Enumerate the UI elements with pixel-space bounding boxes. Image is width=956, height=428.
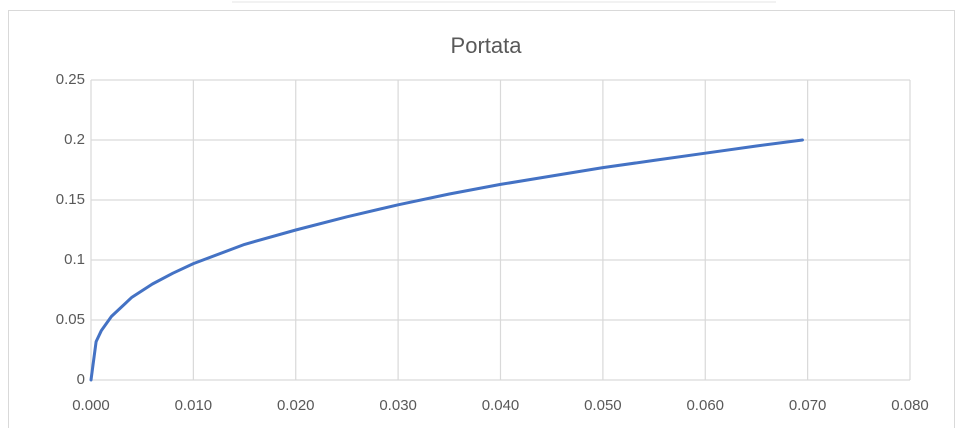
x-tick-label: 0.000 bbox=[72, 397, 110, 414]
y-tick-label: 0.2 bbox=[64, 131, 85, 148]
x-tick-label: 0.020 bbox=[277, 397, 315, 414]
x-tick-label: 0.030 bbox=[379, 397, 417, 414]
y-tick-label: 0.15 bbox=[56, 191, 85, 208]
chart-title: Portata bbox=[451, 33, 523, 58]
x-tick-label: 0.050 bbox=[584, 397, 622, 414]
x-tick-label: 0.080 bbox=[891, 397, 929, 414]
y-tick-label: 0.25 bbox=[56, 71, 85, 88]
chart-border bbox=[8, 10, 955, 428]
x-tick-label: 0.060 bbox=[686, 397, 724, 414]
x-tick-label: 0.040 bbox=[482, 397, 520, 414]
y-tick-label: 0.1 bbox=[64, 251, 85, 268]
y-tick-label: 0 bbox=[77, 371, 85, 388]
x-tick-label: 0.010 bbox=[175, 397, 213, 414]
y-tick-label: 0.05 bbox=[56, 311, 85, 328]
x-tick-label: 0.070 bbox=[789, 397, 827, 414]
line-series bbox=[89, 138, 805, 382]
